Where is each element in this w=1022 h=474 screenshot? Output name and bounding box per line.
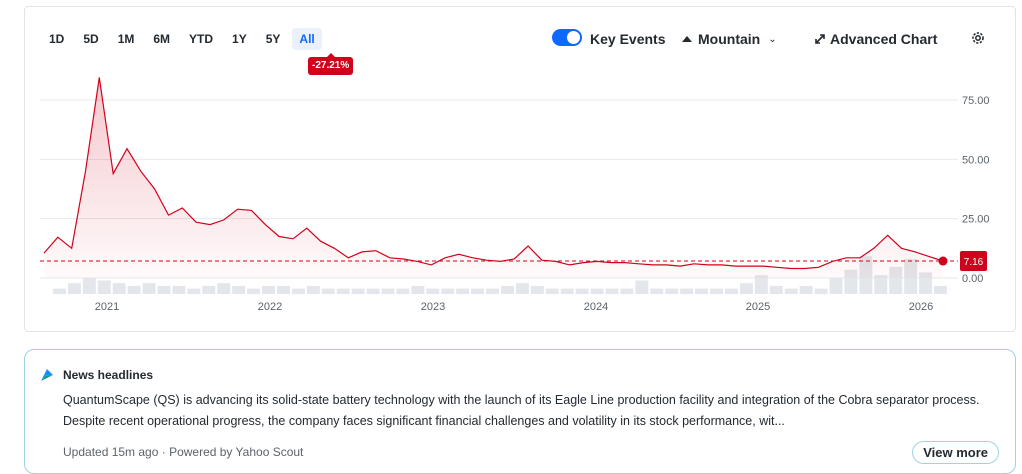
- volume-bar: [217, 283, 231, 294]
- volume-bar: [695, 288, 709, 294]
- chart-type-dropdown[interactable]: Mountain ⌄: [682, 31, 777, 47]
- x-tick-label: 2022: [258, 301, 282, 313]
- price-chart: 75.00 50.00 25.00 0.00 7.16 2021 2022 2023 2024 2…: [40, 77, 990, 313]
- volume-bar: [172, 285, 186, 294]
- advanced-chart-label: Advanced Chart: [830, 31, 938, 47]
- news-header: News headlines: [39, 367, 153, 383]
- volume-bar: [67, 283, 81, 294]
- volume-bar: [127, 285, 141, 294]
- news-title: News headlines: [63, 368, 154, 382]
- volume-bar: [814, 288, 828, 294]
- volume-bar: [426, 288, 440, 294]
- volume-bar: [799, 285, 813, 294]
- key-events-toggle[interactable]: [552, 29, 582, 46]
- tab-5d[interactable]: 5D: [83, 32, 99, 46]
- expand-icon: [815, 34, 825, 44]
- news-footer: Updated 15m ago · Powered by Yahoo Scout: [63, 445, 304, 459]
- volume-bar: [754, 275, 768, 294]
- volume-bar: [874, 275, 888, 294]
- volume-bar: [680, 288, 694, 294]
- volume-bar: [590, 288, 604, 294]
- volume-bar: [486, 288, 499, 294]
- volume-bar: [351, 288, 365, 294]
- volume-bar: [262, 285, 275, 294]
- volume-bar: [934, 285, 947, 294]
- mountain-icon: [682, 36, 692, 42]
- toggle-knob: [567, 31, 580, 44]
- x-tick-label: 2023: [421, 301, 445, 313]
- volume-bar: [277, 285, 290, 294]
- scout-icon: [41, 369, 53, 381]
- gear-icon[interactable]: [970, 30, 986, 46]
- tab-5y[interactable]: 5Y: [265, 32, 281, 46]
- volume-bar: [247, 288, 261, 294]
- volume-bar: [456, 288, 470, 294]
- volume-bar: [306, 285, 320, 294]
- volume-bar: [739, 283, 753, 294]
- volume-bar: [725, 288, 738, 294]
- volume-bar: [187, 288, 201, 294]
- volume-bar: [82, 277, 96, 294]
- y-tick-label: 25.00: [962, 214, 990, 226]
- news-card: News headlines QuantumScape (QS) is adva…: [24, 349, 1016, 474]
- volume-bar: [530, 285, 544, 294]
- tab-1m[interactable]: 1M: [117, 32, 135, 46]
- volume-bar: [441, 288, 455, 294]
- volume-bar: [471, 288, 485, 294]
- price-line: [43, 77, 944, 270]
- volume-bar: [829, 277, 843, 294]
- volume-bar: [515, 283, 529, 294]
- volume-bar: [157, 285, 171, 294]
- volume-bar: [321, 288, 335, 294]
- change-badge: -27.21%: [308, 53, 354, 75]
- volume-bar: [112, 283, 126, 294]
- volume-bar: [665, 288, 679, 294]
- chart-type-label: Mountain: [698, 31, 761, 47]
- last-price-badge: [960, 251, 987, 272]
- volume-bar: [291, 288, 305, 294]
- chevron-down-icon: ⌄: [768, 33, 777, 45]
- volume-bar: [650, 288, 664, 294]
- volume-bar: [53, 288, 66, 294]
- volume-bar: [381, 288, 395, 294]
- volume-bar: [605, 288, 619, 294]
- x-tick-label: 2025: [746, 301, 770, 313]
- volume-bar: [620, 288, 634, 294]
- y-tick-label: 75.00: [962, 95, 990, 107]
- x-tick-label: 2026: [909, 301, 933, 313]
- volume-bar: [575, 288, 589, 294]
- x-tick-label: 2021: [95, 301, 119, 313]
- volume-bar: [710, 288, 723, 294]
- volume-bar: [560, 288, 574, 294]
- last-price-dot: [938, 256, 948, 266]
- volume-bar: [545, 288, 559, 294]
- range-tabs: 1D 5D 1M 6M YTD 1Y 5Y All: [42, 28, 327, 50]
- y-tick-label: 0.00: [962, 273, 983, 285]
- volume-bar: [769, 285, 783, 294]
- volume-bar: [336, 288, 350, 294]
- tab-ytd[interactable]: YTD: [189, 32, 214, 46]
- volume-bar: [411, 285, 425, 294]
- tab-1y[interactable]: 1Y: [232, 32, 247, 46]
- tab-1d[interactable]: 1D: [49, 32, 65, 46]
- tab-6m[interactable]: 6M: [153, 32, 171, 46]
- advanced-chart-button[interactable]: Advanced Chart: [814, 31, 937, 47]
- x-tick-label: 2024: [584, 301, 608, 313]
- volume-bar: [784, 288, 798, 294]
- last-price-label: 7.16: [964, 257, 984, 268]
- volume-bar: [635, 280, 649, 294]
- news-summary: QuantumScape (QS) is advancing its solid…: [63, 393, 980, 428]
- volume-bar: [97, 280, 111, 294]
- volume-bar: [202, 285, 216, 294]
- volume-bar: [232, 285, 246, 294]
- volume-bar: [501, 285, 514, 294]
- price-area: [44, 77, 943, 278]
- volume-bar: [366, 288, 380, 294]
- y-tick-label: 50.00: [962, 154, 990, 166]
- key-events-label[interactable]: Key Events: [590, 31, 666, 47]
- view-more-button[interactable]: View more: [912, 441, 999, 464]
- volume-bar: [142, 283, 156, 294]
- tab-all[interactable]: All: [292, 28, 322, 50]
- volume-bar: [396, 288, 410, 294]
